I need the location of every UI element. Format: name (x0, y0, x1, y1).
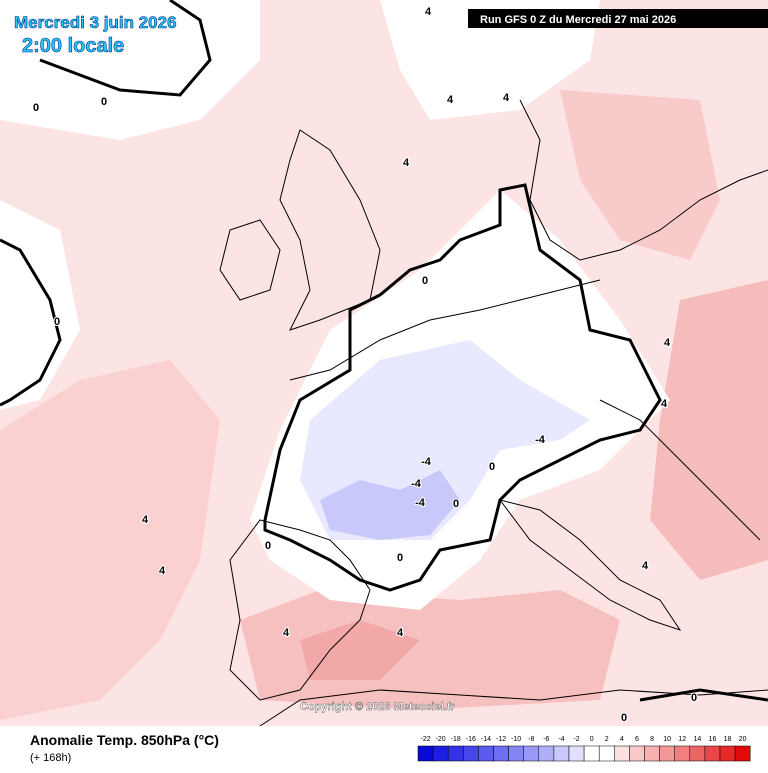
contour-label: 0 (621, 712, 627, 724)
legend-swatch (478, 745, 494, 762)
contour-label: 0 (33, 102, 39, 114)
legend-tick-label: 2 (605, 736, 609, 743)
legend-swatch (614, 745, 630, 762)
legend-swatch (432, 745, 449, 762)
contour-label: 4 (661, 398, 668, 410)
legend-swatch (417, 745, 434, 762)
legend-swatch (508, 745, 524, 762)
legend-tick-label: -8 (528, 736, 534, 743)
forecast-time: 2:00 locale (22, 35, 124, 57)
contour-label: 4 (397, 627, 404, 639)
run-box (468, 9, 768, 28)
footer-lead: (+ 168h) (30, 752, 71, 764)
legend-tick-label: -10 (511, 736, 521, 743)
legend-swatch (659, 745, 675, 762)
legend-swatch (553, 745, 570, 762)
legend-swatch (674, 745, 691, 762)
contour-label: -4 (535, 434, 546, 446)
legend-swatch (447, 745, 464, 762)
legend-tick-label: -6 (543, 736, 549, 743)
contour-label: -4 (415, 497, 426, 509)
legend-tick-label: -16 (466, 736, 476, 743)
legend-swatch (644, 745, 660, 762)
header: Mercredi 3 juin 2026 2:00 locale Run GFS… (14, 9, 768, 57)
zero-contour (0, 0, 768, 702)
contour-label: 4 (503, 92, 510, 104)
legend-tick-label: 6 (635, 736, 639, 743)
legend-swatch (463, 745, 479, 762)
legend-tick-label: 12 (678, 736, 686, 743)
contour-label: 4 (447, 94, 454, 106)
legend-tick-label: 16 (709, 736, 717, 743)
contour-label: 0 (397, 552, 403, 564)
contour-label: 4 (664, 337, 671, 349)
contour-label: 4 (642, 560, 649, 572)
legend-tick-label: 8 (650, 736, 654, 743)
legend-tick-label: -18 (451, 736, 461, 743)
contour-label: -4 (411, 478, 422, 490)
run-info: Run GFS 0 Z du Mercredi 27 mai 2026 (480, 14, 676, 26)
legend-tick-label: 20 (739, 736, 747, 743)
footer-title: Anomalie Temp. 850hPa (°C) (30, 732, 219, 748)
contour-label: 0 (101, 96, 107, 108)
copyright: Copyright © 2026 Meteociel.fr (300, 701, 456, 713)
legend-swatch (598, 745, 615, 762)
contour-label: 4 (403, 157, 410, 169)
legend-swatch (538, 745, 555, 762)
contour-label: 0 (453, 498, 459, 510)
legend-swatch (629, 745, 645, 762)
legend-swatch (689, 745, 706, 762)
contour-label: 4 (425, 6, 432, 18)
legend-tick-label: -2 (573, 736, 579, 743)
contour-label: 0 (265, 540, 271, 552)
legend-tick-label: 10 (663, 736, 671, 743)
contour-label: 4 (159, 565, 166, 577)
legend-tick-label: 4 (620, 736, 624, 743)
legend-tick-label: 0 (590, 736, 594, 743)
legend-swatch (523, 745, 540, 762)
legend-tick-label: 18 (724, 736, 732, 743)
legend-swatch (719, 745, 736, 762)
legend-swatch (568, 745, 585, 762)
contour-label: 4 (142, 514, 149, 526)
legend-tick-label: -22 (420, 736, 430, 743)
legend-tick-label: -14 (481, 736, 491, 743)
forecast-date: Mercredi 3 juin 2026 (14, 13, 177, 32)
contour-label: 4 (283, 627, 290, 639)
legend-swatch (734, 745, 751, 762)
contour-label: 0 (422, 275, 428, 287)
contour-label: -4 (421, 456, 432, 468)
legend-tick-label: 14 (693, 736, 701, 743)
legend-tick-label: -12 (496, 736, 506, 743)
contour-labels: 4 0 0 4 4 4 0 0 -4 -4 -4 0 0 -4 4 4 0 0 4 4 4 0 0 4 4 (32, 5, 698, 725)
contour-label: 0 (489, 461, 495, 473)
contour-label: 0 (54, 316, 60, 328)
legend-swatch (493, 745, 509, 762)
coastlines (219, 99, 768, 727)
legend-tick-label: -4 (558, 736, 564, 743)
legend-swatch (583, 745, 600, 762)
legend-swatch (704, 745, 721, 762)
color-legend: -22 -20 -18 -16 -14 -12 -10 -8 -6 -4 -2 0 2 4 6 8 10 12 14… (417, 736, 751, 762)
contour-label: 0 (691, 692, 697, 704)
legend-tick-label: -20 (436, 736, 446, 743)
